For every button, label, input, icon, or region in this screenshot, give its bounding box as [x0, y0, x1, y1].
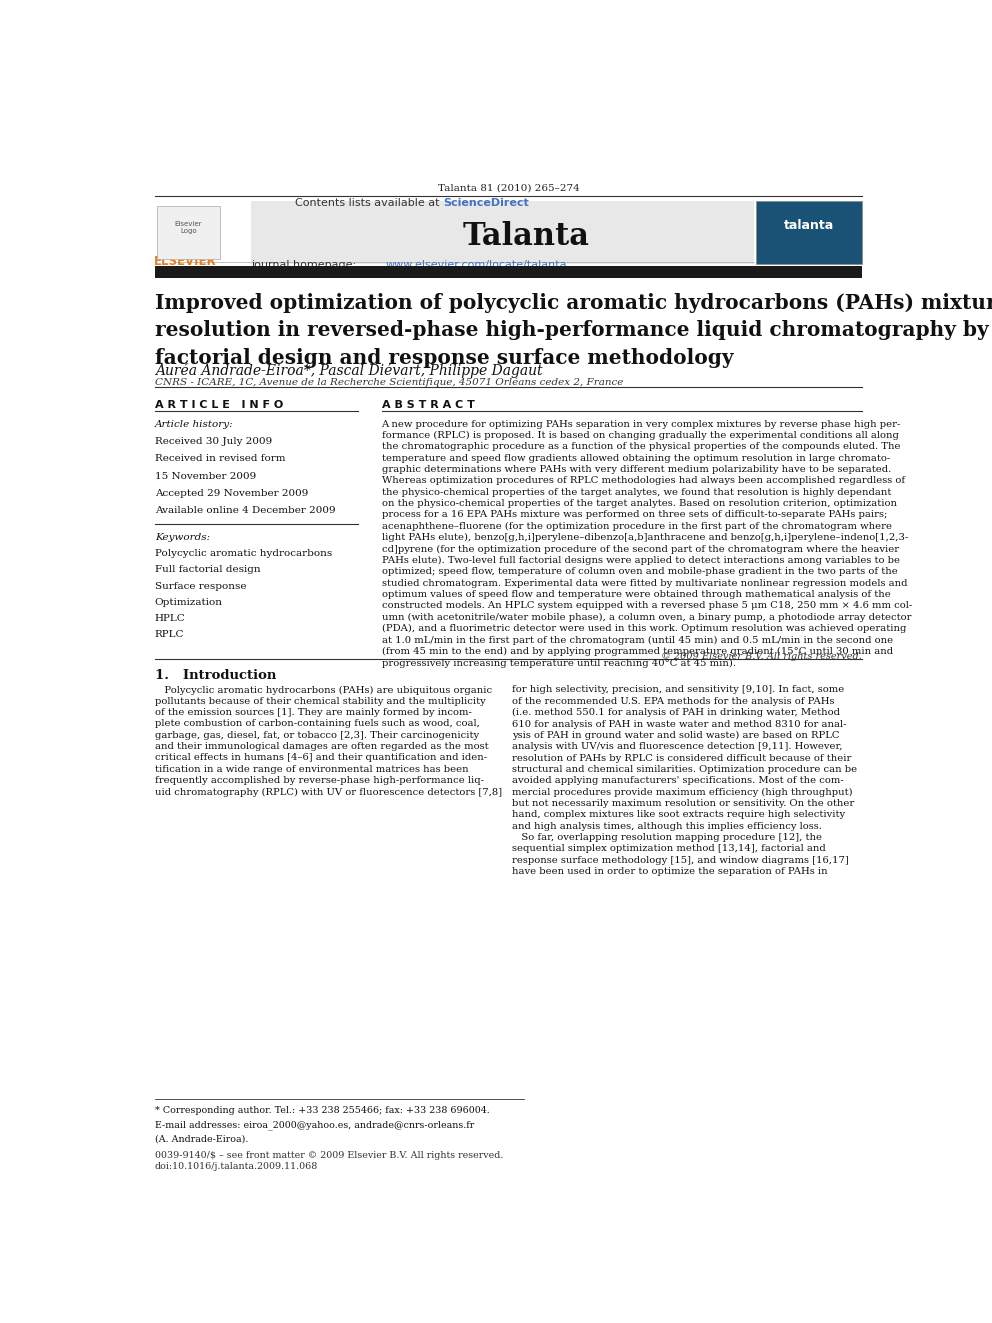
Text: A B S T R A C T: A B S T R A C T — [382, 400, 474, 410]
Text: Article history:: Article history: — [155, 419, 233, 429]
Text: 1.   Introduction: 1. Introduction — [155, 669, 276, 683]
Text: www.elsevier.com/locate/talanta: www.elsevier.com/locate/talanta — [386, 259, 566, 270]
Text: 15 November 2009: 15 November 2009 — [155, 471, 256, 480]
FancyBboxPatch shape — [157, 205, 220, 258]
Text: E-mail addresses: eiroa_2000@yahoo.es, andrade@cnrs-orleans.fr: E-mail addresses: eiroa_2000@yahoo.es, a… — [155, 1121, 474, 1130]
FancyBboxPatch shape — [174, 201, 755, 263]
Text: ScienceDirect: ScienceDirect — [443, 198, 529, 209]
Text: Full factorial design: Full factorial design — [155, 565, 260, 574]
Text: Polycyclic aromatic hydrocarbons (PAHs) are ubiquitous organic
pollutants becaus: Polycyclic aromatic hydrocarbons (PAHs) … — [155, 685, 502, 796]
Text: Talanta: Talanta — [462, 221, 589, 251]
Text: * Corresponding author. Tel.: +33 238 255466; fax: +33 238 696004.: * Corresponding author. Tel.: +33 238 25… — [155, 1106, 489, 1115]
Text: Accepted 29 November 2009: Accepted 29 November 2009 — [155, 488, 309, 497]
Text: Polycyclic aromatic hydrocarbons: Polycyclic aromatic hydrocarbons — [155, 549, 332, 558]
Text: HPLC: HPLC — [155, 614, 186, 623]
Text: 0039-9140/$ – see front matter © 2009 Elsevier B.V. All rights reserved.: 0039-9140/$ – see front matter © 2009 El… — [155, 1151, 503, 1160]
Text: © 2009 Elsevier B.V. All rights reserved.: © 2009 Elsevier B.V. All rights reserved… — [662, 652, 862, 660]
Text: doi:10.1016/j.talanta.2009.11.068: doi:10.1016/j.talanta.2009.11.068 — [155, 1162, 318, 1171]
Text: Received 30 July 2009: Received 30 July 2009 — [155, 437, 272, 446]
Text: ELSEVIER: ELSEVIER — [154, 254, 217, 267]
FancyBboxPatch shape — [155, 266, 862, 278]
Text: CNRS - ICARE, 1C, Avenue de la Recherche Scientifique, 45071 Orléans cedex 2, Fr: CNRS - ICARE, 1C, Avenue de la Recherche… — [155, 378, 623, 388]
Text: A R T I C L E   I N F O: A R T I C L E I N F O — [155, 400, 283, 410]
Text: Auréa Andrade-Eiroa*, Pascal Diévart, Philippe Dagaut: Auréa Andrade-Eiroa*, Pascal Diévart, Ph… — [155, 363, 543, 377]
Text: Optimization: Optimization — [155, 598, 223, 607]
Text: Surface response: Surface response — [155, 582, 246, 590]
Text: Talanta 81 (2010) 265–274: Talanta 81 (2010) 265–274 — [437, 183, 579, 192]
Text: talanta: talanta — [784, 220, 834, 233]
Text: Improved optimization of polycyclic aromatic hydrocarbons (PAHs) mixtures
resolu: Improved optimization of polycyclic arom… — [155, 294, 992, 368]
Text: Elsevier
Logo: Elsevier Logo — [175, 221, 202, 234]
FancyBboxPatch shape — [155, 201, 251, 263]
Text: Received in revised form: Received in revised form — [155, 454, 286, 463]
Text: A new procedure for optimizing PAHs separation in very complex mixtures by rever: A new procedure for optimizing PAHs sepa… — [382, 419, 912, 668]
Text: (A. Andrade-Eiroa).: (A. Andrade-Eiroa). — [155, 1135, 248, 1143]
Text: journal homepage:: journal homepage: — [251, 259, 359, 270]
Text: Keywords:: Keywords: — [155, 533, 210, 541]
FancyBboxPatch shape — [756, 201, 862, 263]
Text: for high selectivity, precision, and sensitivity [9,10]. In fact, some
of the re: for high selectivity, precision, and sen… — [512, 685, 857, 876]
Text: Contents lists available at: Contents lists available at — [295, 198, 443, 209]
Text: RPLC: RPLC — [155, 631, 185, 639]
Text: Available online 4 December 2009: Available online 4 December 2009 — [155, 507, 335, 515]
